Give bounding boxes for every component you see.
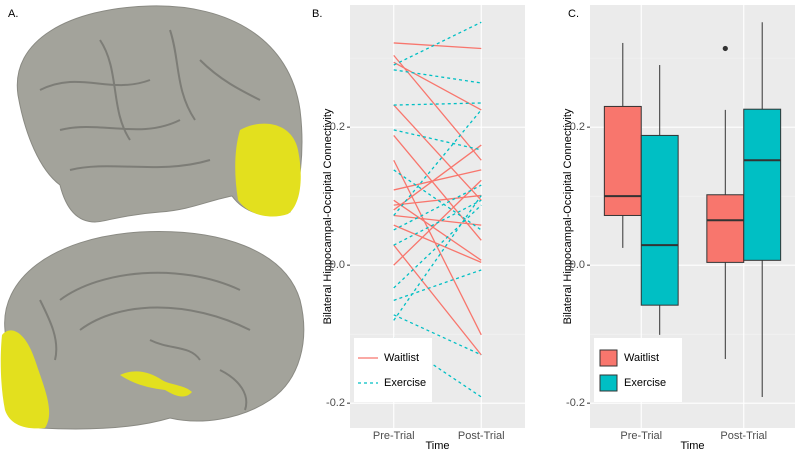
x-tick-label: Post-Trial bbox=[720, 430, 767, 442]
subject-line bbox=[393, 135, 482, 241]
y-tick-label: -0.2 bbox=[566, 397, 585, 409]
y-axis-title: Bilateral Hippocampal-Occipital Connecti… bbox=[322, 108, 334, 324]
hippocampus-region bbox=[120, 371, 192, 397]
subject-line bbox=[393, 61, 482, 111]
x-tick-label: Pre-Trial bbox=[620, 430, 662, 442]
sulci bbox=[39, 29, 261, 171]
legend-label: Waitlist bbox=[384, 352, 419, 364]
box bbox=[603, 105, 642, 216]
legend-label: Waitlist bbox=[624, 352, 659, 364]
y-tick-label: 0.0 bbox=[570, 259, 585, 271]
subject-line bbox=[393, 204, 482, 289]
x-axis-title: Time bbox=[425, 440, 449, 451]
x-tick-label: Pre-Trial bbox=[373, 430, 415, 442]
subject-line bbox=[393, 104, 482, 201]
legend-label: Exercise bbox=[384, 377, 426, 389]
y-tick-label: 0.2 bbox=[330, 121, 345, 133]
subject-line bbox=[393, 42, 482, 50]
x-tick-label: Post-Trial bbox=[458, 430, 505, 442]
subject-line bbox=[393, 54, 482, 161]
box bbox=[640, 134, 679, 306]
subject-line bbox=[393, 144, 482, 211]
subject-line bbox=[393, 102, 482, 106]
legend-background bbox=[354, 338, 432, 402]
subject-line bbox=[393, 199, 482, 261]
subject-line bbox=[393, 199, 482, 246]
panel-label: B. bbox=[312, 8, 322, 20]
y-tick-label: 0.0 bbox=[330, 259, 345, 271]
box bbox=[743, 108, 782, 261]
legend-label: Exercise bbox=[624, 377, 666, 389]
occipital-region bbox=[0, 330, 50, 429]
y-axis-title: Bilateral Hippocampal-Occipital Connecti… bbox=[562, 108, 574, 324]
legend-key bbox=[599, 374, 618, 392]
subject-line bbox=[393, 244, 482, 356]
subject-line bbox=[393, 169, 482, 191]
panel-label: A. bbox=[8, 8, 18, 20]
occipital-region bbox=[235, 123, 301, 217]
subject-line bbox=[393, 195, 482, 321]
box bbox=[706, 194, 745, 263]
subject-line bbox=[393, 21, 482, 66]
sulci bbox=[39, 271, 251, 411]
subject-line bbox=[393, 159, 482, 336]
subject-line bbox=[393, 314, 482, 356]
subject-line bbox=[393, 109, 482, 216]
subject-line bbox=[393, 224, 482, 263]
y-tick-label: 0.2 bbox=[570, 121, 585, 133]
legend-key bbox=[599, 349, 618, 367]
subject-line bbox=[393, 184, 482, 231]
subject-line bbox=[393, 194, 482, 206]
x-axis-title: Time bbox=[680, 440, 704, 451]
outlier bbox=[722, 45, 728, 52]
subject-line bbox=[393, 214, 482, 226]
brain-illustration bbox=[0, 5, 305, 430]
legend-background bbox=[594, 338, 682, 402]
subject-line bbox=[393, 129, 482, 151]
y-tick-label: -0.2 bbox=[326, 397, 345, 409]
subject-line bbox=[393, 69, 482, 84]
panel-label: C. bbox=[568, 8, 579, 20]
brain-medial bbox=[4, 231, 305, 430]
